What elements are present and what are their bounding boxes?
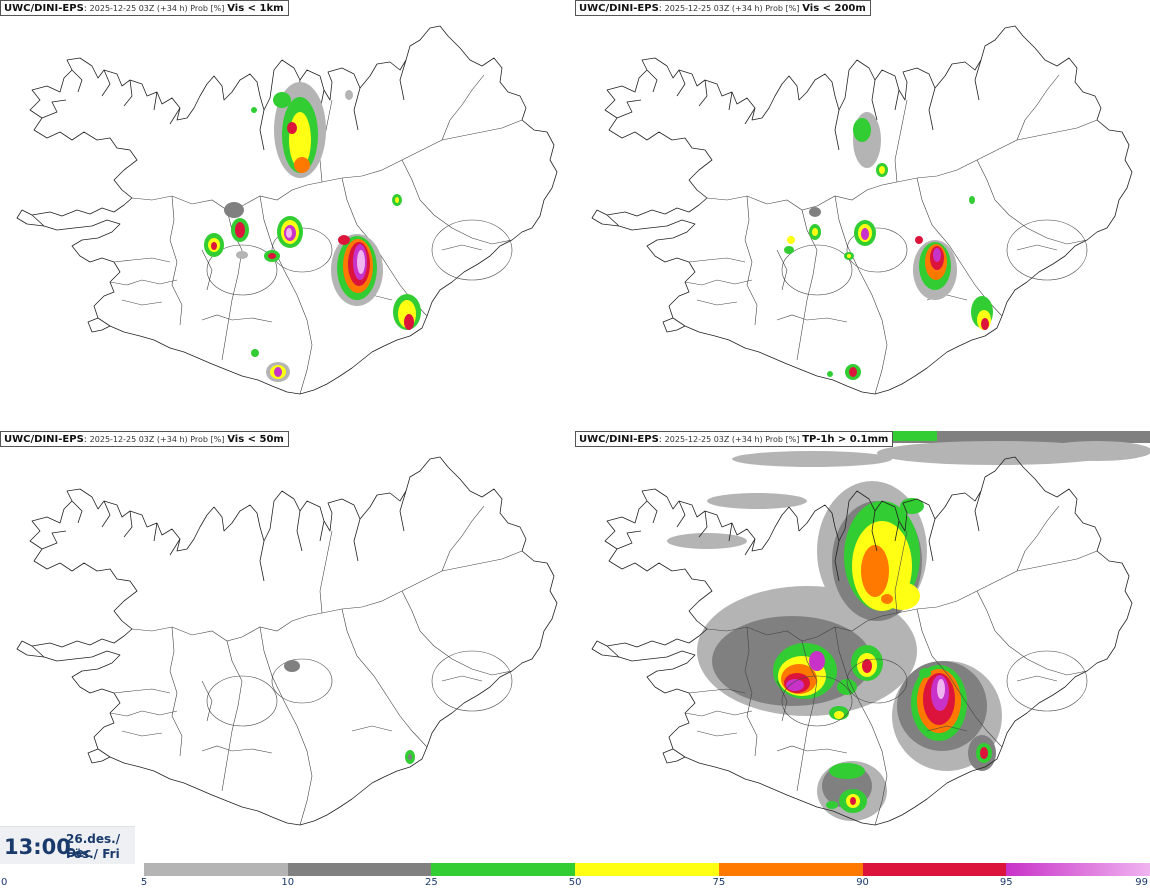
- colorbar-tick-label: 25: [425, 877, 438, 888]
- colorbar-tick-label: 0: [1, 877, 8, 888]
- colorbar-tick-label: 90: [856, 877, 869, 888]
- colorbar-segment: [862, 863, 1007, 876]
- colorbar-tick-label: 50: [568, 877, 582, 888]
- panel-title: UWC/DINI-EPS: 2025-12-25 03Z (+34 h) Pro…: [0, 431, 289, 447]
- variable-label: TP-1h > 0.1mm: [802, 434, 889, 445]
- valid-time: 13:00: [4, 835, 71, 859]
- probability-field: [784, 112, 993, 380]
- map-canvas: [591, 25, 1133, 395]
- colorbar-tick-label: 75: [712, 877, 726, 888]
- valid-date: 26.des./ Dec: [66, 832, 121, 860]
- panel-title: UWC/DINI-EPS: 2025-12-25 03Z (+34 h) Pro…: [575, 431, 894, 447]
- colorbar-segment: [431, 863, 576, 876]
- model-name: UWC/DINI-EPS: [579, 3, 659, 14]
- valid-time-box: 13:00 26.des./ Dec Fös./ Fri: [0, 826, 135, 864]
- colorbar-segment: [575, 863, 720, 876]
- model-name: UWC/DINI-EPS: [4, 3, 84, 14]
- run-info: 2025-12-25 03Z (+34 h) Prob [%]: [89, 4, 225, 13]
- map-canvas: [16, 456, 558, 826]
- panel-title: UWC/DINI-EPS: 2025-12-25 03Z (+34 h) Pro…: [0, 0, 289, 16]
- run-info: 2025-12-25 03Z (+34 h) Prob [%]: [89, 435, 225, 444]
- colorbar-segment: [1006, 863, 1150, 876]
- probability-field: [284, 660, 415, 764]
- map-panel-vis-50m: UWC/DINI-EPS: 2025-12-25 03Z (+34 h) Pro…: [0, 431, 575, 862]
- colorbar-segment: [287, 863, 432, 876]
- map-panel-vis-200m: UWC/DINI-EPS: 2025-12-25 03Z (+34 h) Pro…: [575, 0, 1150, 431]
- map-panel-vis-1km: UWC/DINI-EPS: 2025-12-25 03Z (+34 h) Pro…: [0, 0, 575, 431]
- colorbar-segment: [144, 863, 288, 876]
- colorbar-tick-label: 99: [1135, 877, 1148, 888]
- run-info: 2025-12-25 03Z (+34 h) Prob [%]: [664, 435, 800, 444]
- variable-label: Vis < 200m: [802, 3, 866, 14]
- colorbar-tick-label: 10: [281, 877, 295, 888]
- variable-label: Vis < 50m: [227, 434, 284, 445]
- run-info: 2025-12-25 03Z (+34 h) Prob [%]: [664, 4, 800, 13]
- colorbar-tick-label: 5: [140, 877, 148, 888]
- map-panel-tp-1h: UWC/DINI-EPS: 2025-12-25 03Z (+34 h) Pro…: [575, 431, 1150, 862]
- panel-title: UWC/DINI-EPS: 2025-12-25 03Z (+34 h) Pro…: [575, 0, 871, 16]
- colorbar-segment: [718, 863, 863, 876]
- probability-colorbar: [144, 863, 1150, 876]
- probability-field: [667, 431, 1150, 821]
- probability-field: [204, 82, 421, 382]
- valid-weekday: Fös./ Fri: [66, 847, 120, 861]
- model-name: UWC/DINI-EPS: [4, 434, 84, 445]
- variable-label: Vis < 1km: [227, 3, 284, 14]
- map-canvas: [16, 25, 558, 395]
- map-canvas: [591, 431, 1150, 826]
- model-name: UWC/DINI-EPS: [579, 434, 659, 445]
- colorbar-tick-label: 95: [999, 877, 1013, 888]
